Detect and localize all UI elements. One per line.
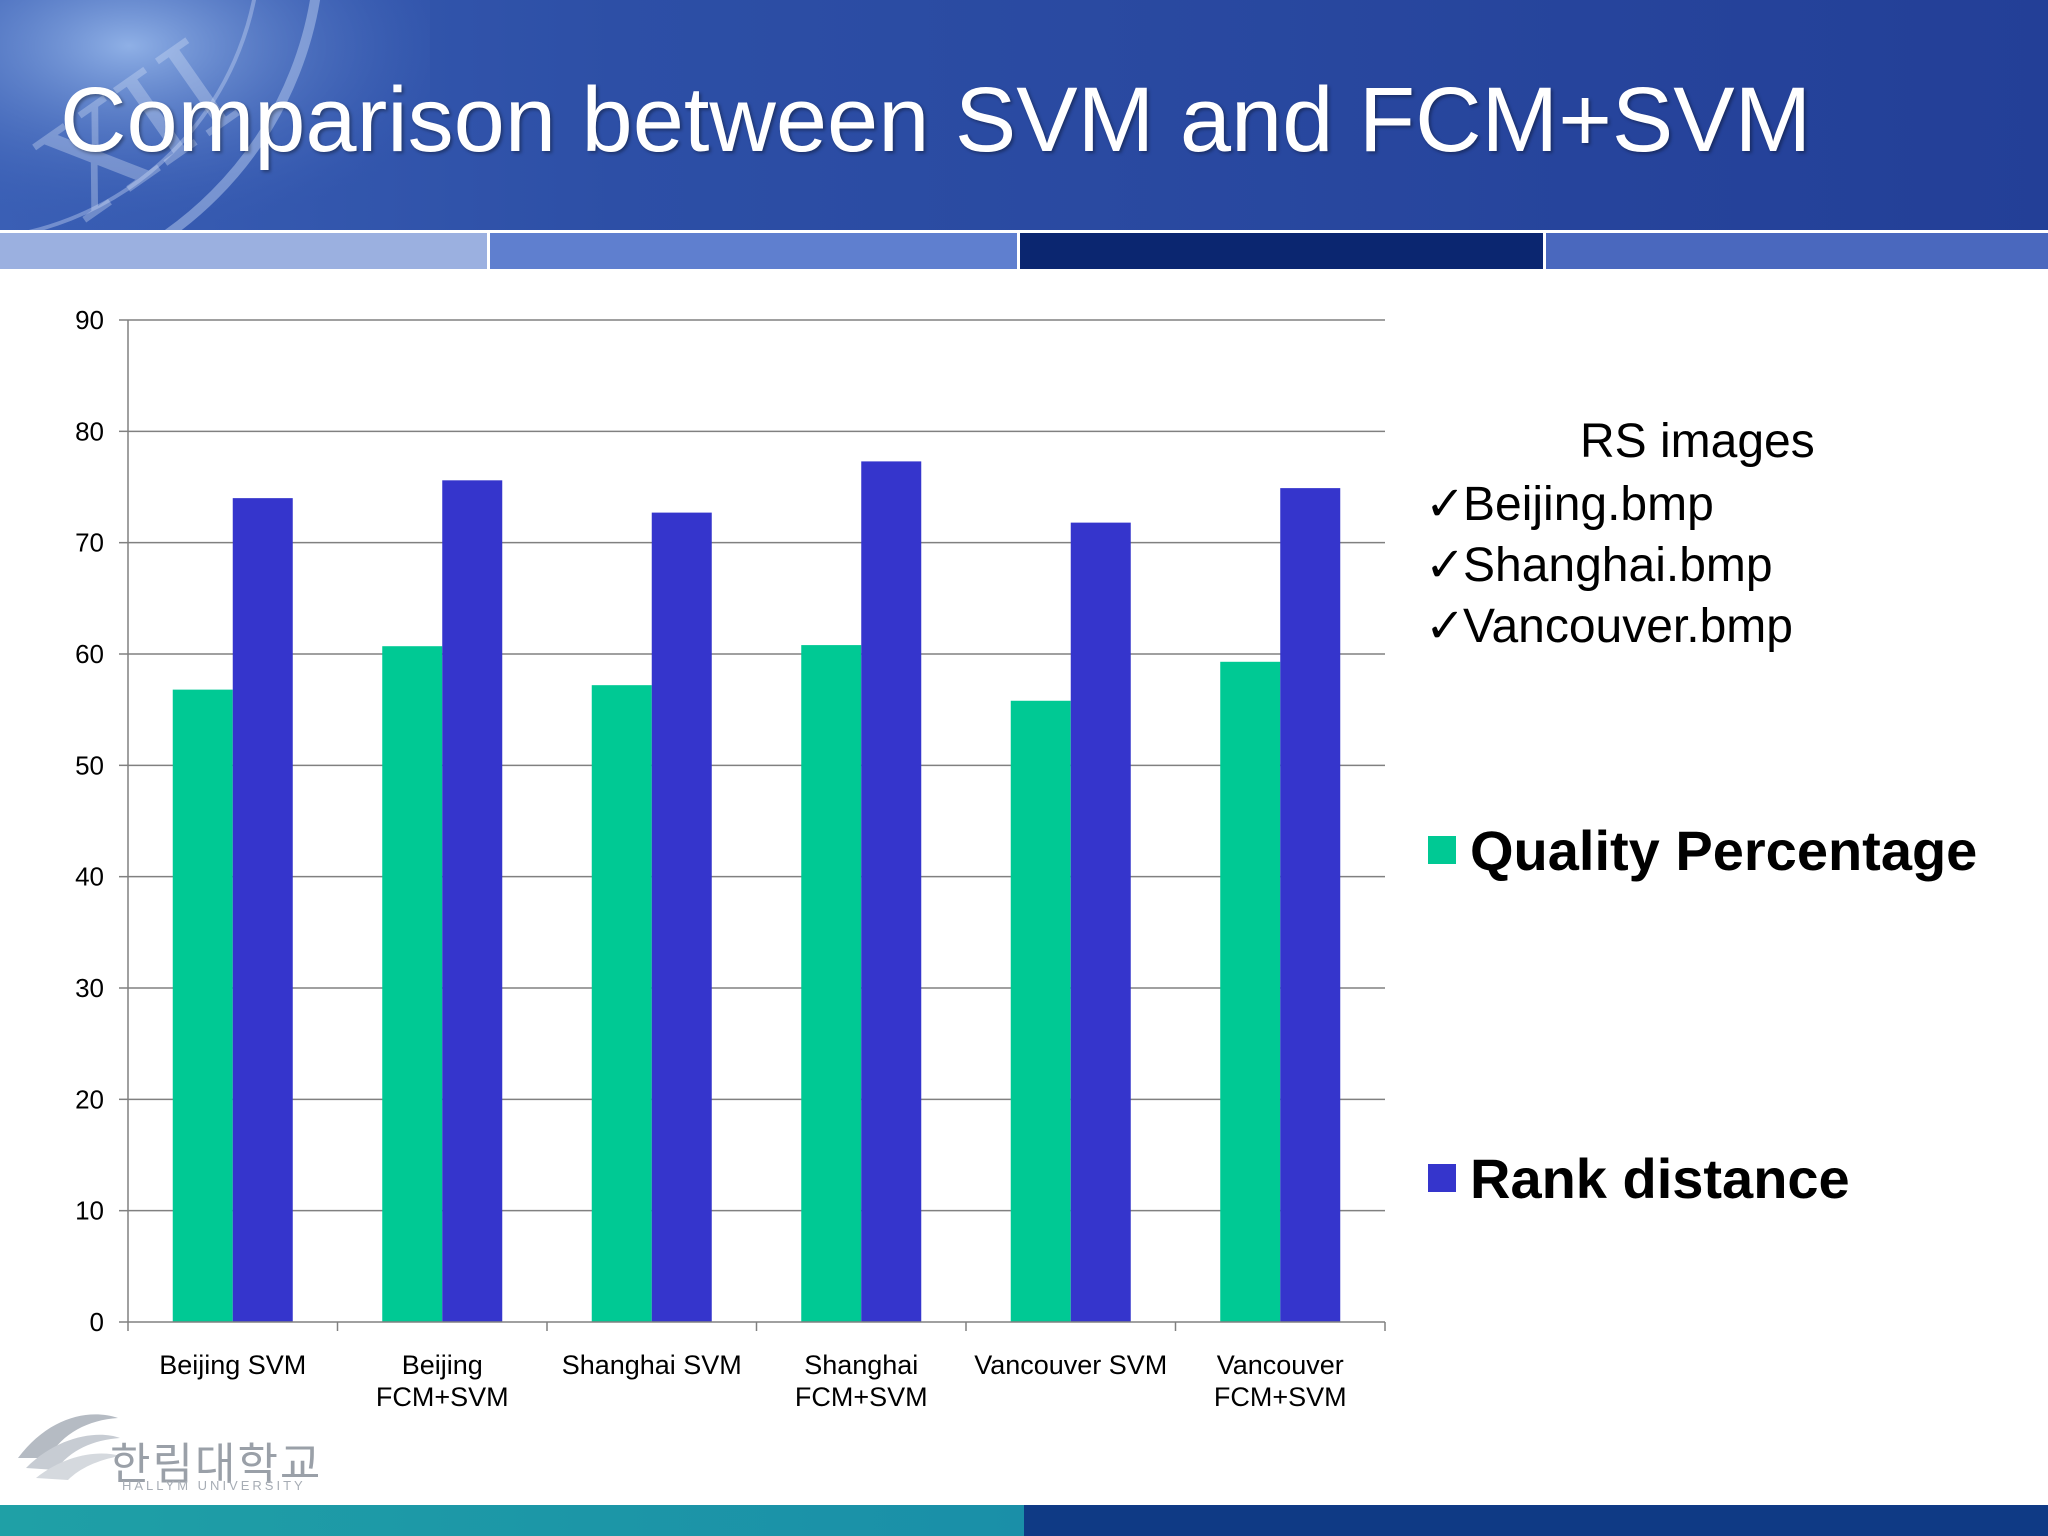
bar-quality-4 bbox=[1010, 700, 1071, 1322]
y-tick-label: 10 bbox=[75, 1196, 104, 1226]
band-light bbox=[0, 233, 487, 269]
bar-rank-2 bbox=[651, 512, 712, 1322]
rs-images-info: RS images ✓Beijing.bmp ✓Shanghai.bmp ✓Va… bbox=[1425, 412, 2025, 657]
bar-rank-5 bbox=[1280, 488, 1341, 1322]
x-tick-label: Shanghai FCM+SVM bbox=[795, 1350, 928, 1412]
x-tick-label: Vancouver FCM+SVM bbox=[1214, 1350, 1347, 1412]
y-tick-label: 20 bbox=[75, 1084, 104, 1114]
x-tick-label-line: FCM+SVM bbox=[795, 1382, 928, 1412]
y-tick-label: 30 bbox=[75, 973, 104, 1003]
bar-rank-3 bbox=[861, 461, 922, 1322]
footer-band-navy bbox=[1024, 1505, 2048, 1536]
legend-quality-percentage: Quality Percentage bbox=[1428, 815, 1977, 885]
footer-band-teal bbox=[0, 1505, 1024, 1536]
rs-item-beijing: ✓Beijing.bmp bbox=[1425, 474, 2025, 535]
x-tick-label-line: Vancouver bbox=[1217, 1350, 1344, 1380]
x-tick-label-line: FCM+SVM bbox=[376, 1382, 509, 1412]
x-tick-label-line: FCM+SVM bbox=[1214, 1382, 1347, 1412]
x-tick-label-line: Shanghai SVM bbox=[562, 1350, 742, 1380]
logo-subtext: HALLYM UNIVERSITY bbox=[122, 1478, 306, 1493]
x-tick-label: Shanghai SVM bbox=[562, 1350, 742, 1380]
rs-item-shanghai: ✓Shanghai.bmp bbox=[1425, 535, 2025, 596]
legend-swatch-rank bbox=[1428, 1164, 1456, 1192]
band-dark bbox=[1020, 233, 1543, 269]
header-color-bands bbox=[0, 233, 2048, 269]
bar-quality-0 bbox=[172, 689, 233, 1322]
checkmark-icon: ✓ bbox=[1425, 539, 1466, 592]
x-tick-label-line: Shanghai bbox=[804, 1350, 918, 1380]
bar-quality-5 bbox=[1220, 661, 1281, 1322]
legend-label-quality: Quality Percentage bbox=[1470, 818, 1978, 882]
y-tick-label: 90 bbox=[75, 305, 104, 335]
clock-decoration-icon: XII bbox=[0, 0, 430, 230]
rs-item-label: Shanghai.bmp bbox=[1463, 539, 1773, 592]
x-tick-label-line: Vancouver SVM bbox=[974, 1350, 1167, 1380]
x-tick-label: Beijing SVM bbox=[159, 1350, 306, 1380]
band-medium bbox=[490, 233, 1017, 269]
rs-item-label: Vancouver.bmp bbox=[1463, 600, 1793, 653]
x-tick-label: Vancouver SVM bbox=[974, 1350, 1167, 1380]
bar-quality-3 bbox=[801, 645, 862, 1322]
bar-rank-1 bbox=[442, 480, 503, 1322]
y-tick-label: 50 bbox=[75, 750, 104, 780]
x-tick-label-line: Beijing SVM bbox=[159, 1350, 306, 1380]
bar-rank-0 bbox=[232, 498, 293, 1323]
legend-swatch-quality bbox=[1428, 836, 1456, 864]
legend-label-rank: Rank distance bbox=[1470, 1146, 1850, 1210]
y-tick-label: 60 bbox=[75, 639, 104, 669]
y-tick-label: 0 bbox=[90, 1307, 104, 1337]
slide-title: Comparison between SVM and FCM+SVM bbox=[60, 69, 1812, 171]
bars bbox=[172, 461, 1341, 1323]
bar-quality-2 bbox=[591, 685, 652, 1322]
checkmark-icon: ✓ bbox=[1425, 600, 1466, 653]
checkmark-icon: ✓ bbox=[1425, 478, 1466, 531]
bar-quality-1 bbox=[382, 646, 443, 1322]
bar-rank-4 bbox=[1070, 522, 1131, 1322]
legend-rank-distance: Rank distance bbox=[1428, 1143, 1850, 1213]
x-tick-label-line: Beijing bbox=[402, 1350, 483, 1380]
x-tick-label: Beijing FCM+SVM bbox=[376, 1350, 509, 1412]
rs-item-vancouver: ✓Vancouver.bmp bbox=[1425, 596, 2025, 657]
y-tick-label: 70 bbox=[75, 528, 104, 558]
band-right bbox=[1546, 233, 2048, 269]
y-tick-label: 40 bbox=[75, 862, 104, 892]
hallym-logo-icon bbox=[18, 1414, 120, 1480]
slide-header: XII Comparison between SVM and FCM+SVM bbox=[0, 0, 2048, 230]
y-tick-label: 80 bbox=[75, 416, 104, 446]
axes bbox=[119, 319, 1386, 1331]
rs-item-label: Beijing.bmp bbox=[1463, 478, 1714, 531]
rs-images-title: RS images bbox=[1580, 415, 1815, 468]
logo-text: 한림대학교 bbox=[110, 1439, 323, 1490]
gridlines bbox=[128, 319, 1385, 1212]
